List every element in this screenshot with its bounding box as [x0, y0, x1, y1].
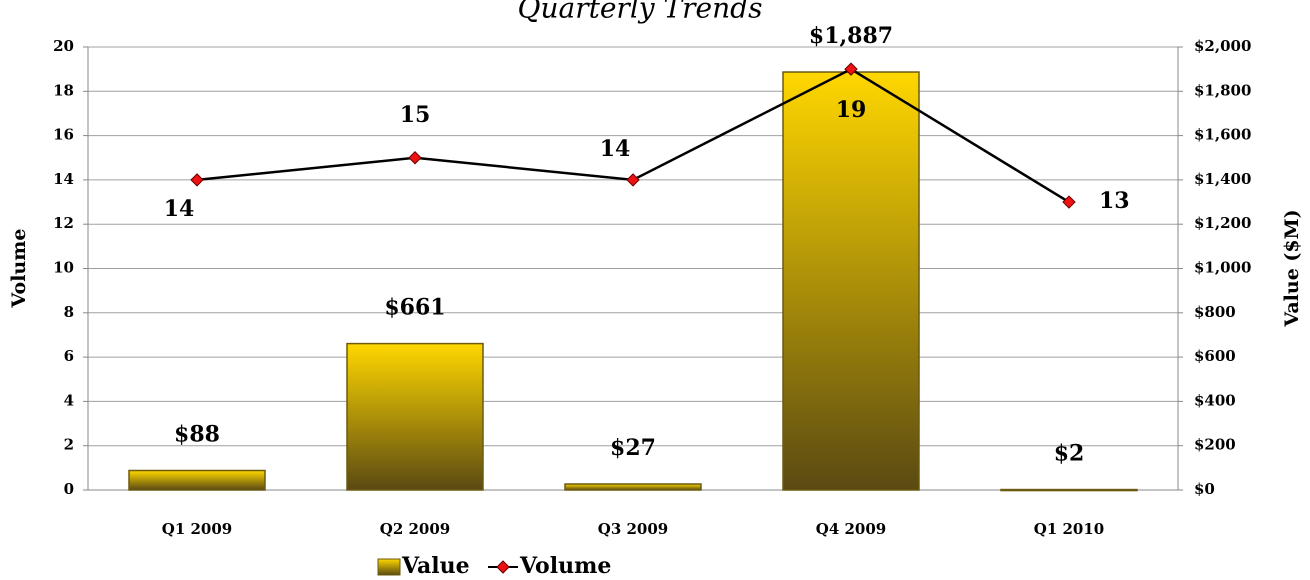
- line-marker: [1062, 195, 1076, 209]
- line-value-label: 14: [600, 136, 631, 162]
- bar-value-label: $661: [384, 295, 445, 321]
- line-value-label: 14: [164, 196, 195, 222]
- y2-tick-label: $2,000: [1194, 37, 1251, 55]
- y2-axis-title: Value ($M): [1281, 209, 1303, 327]
- line-value-label: 15: [400, 102, 431, 128]
- line-marker: [844, 62, 858, 76]
- y2-tick-label: $1,000: [1194, 259, 1251, 277]
- x-tick-label: Q2 2009: [380, 520, 450, 538]
- y-tick-label: 16: [53, 126, 74, 144]
- bar: [1000, 488, 1138, 492]
- bar-value-label: $27: [610, 435, 656, 461]
- bar-value-label: $2: [1054, 441, 1085, 467]
- line-value-label: 19: [836, 97, 867, 123]
- y2-tick-label: $1,800: [1194, 81, 1251, 99]
- y-tick-label: 2: [64, 436, 74, 454]
- y-tick-label: 20: [53, 37, 74, 55]
- y2-tick-label: $1,600: [1194, 126, 1251, 144]
- bar-value-label: $88: [174, 422, 220, 448]
- line-marker: [626, 173, 640, 187]
- legend-swatch: [377, 558, 401, 576]
- legend-label: Volume: [519, 553, 611, 579]
- line-value-label: 13: [1099, 188, 1130, 214]
- y2-tick-label: $1,200: [1194, 214, 1251, 232]
- y-tick-label: 6: [64, 347, 74, 365]
- x-tick-label: Q4 2009: [816, 520, 886, 538]
- y2-tick-label: $800: [1194, 303, 1236, 321]
- bar: [128, 469, 266, 491]
- legend-label: Value: [401, 553, 470, 579]
- chart-title: Quarterly Trends: [518, 0, 763, 25]
- y-tick-label: 8: [64, 303, 74, 321]
- x-tick-label: Q1 2009: [162, 520, 232, 538]
- bar: [346, 342, 484, 491]
- line-marker: [190, 173, 204, 187]
- y2-tick-label: $400: [1194, 391, 1236, 409]
- bar: [782, 71, 920, 491]
- y-tick-label: 12: [53, 214, 74, 232]
- line-marker: [408, 151, 422, 165]
- bar-value-label: $1,887: [809, 23, 893, 49]
- y2-tick-label: $1,400: [1194, 170, 1251, 188]
- y-tick-label: 18: [53, 81, 74, 99]
- x-tick-label: Q1 2010: [1034, 520, 1104, 538]
- x-tick-label: Q3 2009: [598, 520, 668, 538]
- y-tick-label: 0: [64, 480, 74, 498]
- y2-tick-label: $600: [1194, 347, 1236, 365]
- bar: [564, 483, 702, 491]
- y-tick-label: 4: [64, 391, 74, 409]
- y2-tick-label: $0: [1194, 480, 1215, 498]
- y-axis-title: Volume: [8, 229, 30, 309]
- y-tick-label: 14: [53, 170, 74, 188]
- y2-tick-label: $200: [1194, 436, 1236, 454]
- legend-swatch: [496, 560, 510, 574]
- y-tick-label: 10: [53, 259, 74, 277]
